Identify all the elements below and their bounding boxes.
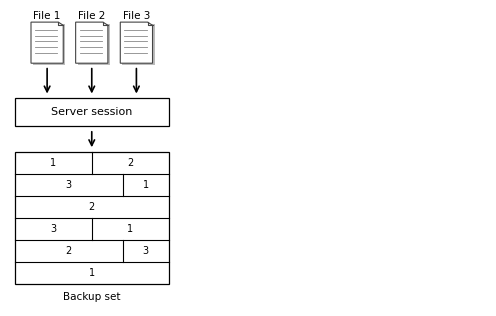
Text: 1: 1 <box>127 224 133 234</box>
Text: 1: 1 <box>142 180 149 190</box>
Polygon shape <box>121 22 153 63</box>
Bar <box>33 24 65 65</box>
Bar <box>123 24 155 65</box>
Bar <box>77 24 110 65</box>
Text: File 3: File 3 <box>123 10 150 21</box>
Text: File 1: File 1 <box>33 10 61 21</box>
Bar <box>15 98 169 126</box>
Text: Server session: Server session <box>51 107 132 117</box>
Text: 1: 1 <box>89 268 95 278</box>
Text: 2: 2 <box>89 202 95 212</box>
Polygon shape <box>75 22 108 63</box>
Text: 2: 2 <box>65 246 72 256</box>
Text: 3: 3 <box>65 180 72 190</box>
Text: Backup set: Backup set <box>63 292 121 302</box>
Polygon shape <box>31 22 63 63</box>
Text: 1: 1 <box>50 158 57 168</box>
Bar <box>15 152 169 284</box>
Text: 2: 2 <box>127 158 133 168</box>
Text: File 2: File 2 <box>78 10 106 21</box>
Text: 3: 3 <box>142 246 149 256</box>
Text: 3: 3 <box>50 224 57 234</box>
